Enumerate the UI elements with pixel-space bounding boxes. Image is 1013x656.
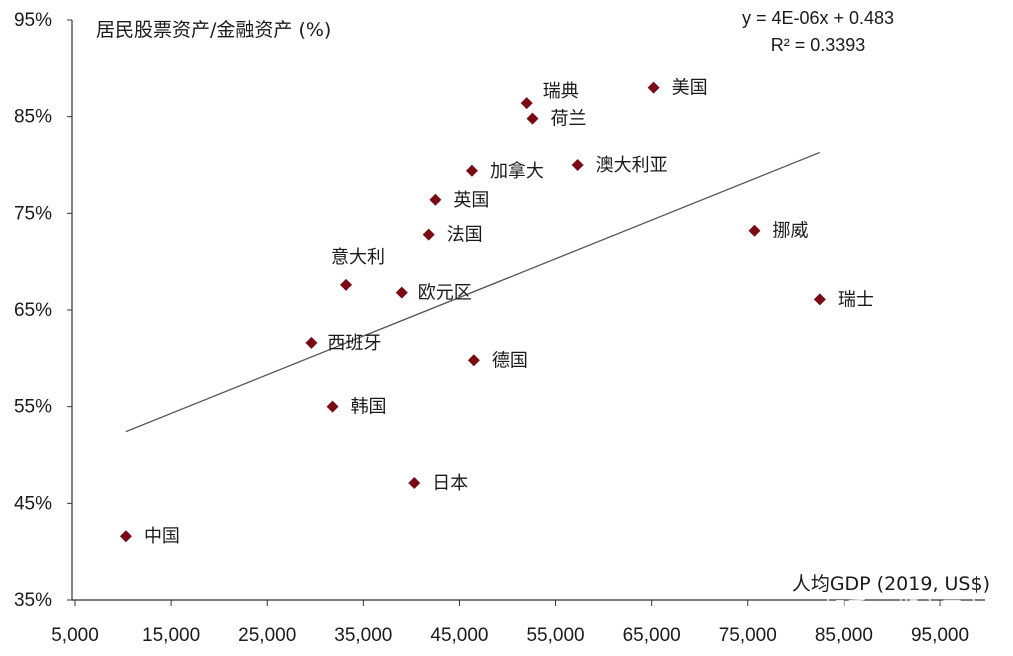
data-point [647,81,660,94]
y-tick-label: 65% [14,300,52,321]
data-point [395,286,408,299]
data-point [119,530,132,543]
data-point [465,164,478,177]
data-point [429,193,442,206]
x-tick-label: 45,000 [430,625,488,646]
x-tick-label: 15,000 [142,625,200,646]
tick-layer: 35% 45% 55% 65% 75% 85% 95% 5,000 15,000 25,000 35… [14,10,969,646]
point-label: 挪威 [773,221,809,242]
point-label: 澳大利亚 [596,155,668,176]
x-tick-label: 95,000 [911,625,969,646]
point-label: 美国 [672,78,708,99]
y-tick-label: 75% [14,203,52,224]
x-tick-label: 55,000 [526,625,584,646]
data-point [422,228,435,241]
x-tick-label: 65,000 [623,625,681,646]
watermark: 知乎 @期市平安 [824,598,985,623]
y-axis-title: 居民股票资产/金融资产 (%) [96,19,331,41]
point-label: 荷兰 [550,109,586,130]
point-label: 法国 [447,225,483,246]
x-tick-label: 35,000 [334,625,392,646]
data-point [326,400,339,413]
data-point [340,278,353,291]
y-tick-label: 35% [14,590,52,611]
x-tick-label: 5,000 [51,625,99,646]
trendline [125,151,821,433]
data-point [467,354,480,367]
trend-r-squared: R² = 0.3393 [771,35,866,55]
data-point [520,97,533,110]
y-tick-label: 85% [14,107,52,128]
x-tick-label: 85,000 [815,625,873,646]
x-axis-title: 人均GDP (2019, US$) [792,573,990,595]
x-tick-label: 75,000 [719,625,777,646]
point-label: 德国 [492,350,528,371]
point-label: 欧元区 [418,283,472,304]
point-label: 瑞典 [543,81,579,102]
trendline-layer [125,151,821,433]
point-label: 意大利 [331,247,385,268]
data-point [305,336,318,349]
points-layer [119,81,826,543]
data-point [748,224,761,237]
data-point [526,112,539,125]
point-label: 瑞士 [838,289,874,310]
y-tick-label: 95% [14,10,52,31]
point-label: 日本 [432,473,468,494]
data-point [408,477,421,490]
trend-equation: y = 4E-06x + 0.483 [742,8,894,28]
data-point [571,159,584,171]
x-tick-label: 25,000 [238,625,296,646]
point-label: 韩国 [351,397,387,418]
point-label: 加拿大 [490,160,544,182]
data-point [813,293,826,306]
point-label: 中国 [144,526,180,547]
y-tick-label: 45% [14,493,52,514]
point-label: 西班牙 [327,333,381,354]
point-label: 英国 [453,190,489,211]
y-tick-label: 55% [14,397,52,418]
